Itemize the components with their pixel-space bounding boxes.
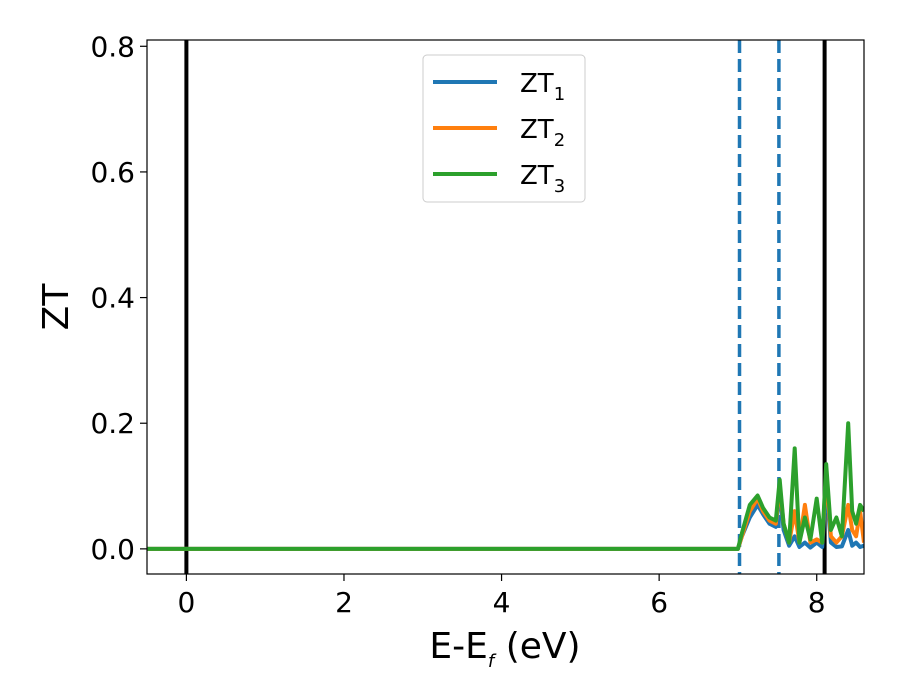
series-line-2 (147, 471, 864, 551)
y-tick-label: 0.2 (90, 407, 135, 440)
series-lines (147, 421, 864, 551)
legend-label-3: ZT3 (520, 161, 565, 197)
y-axis-ticks: 0.0 0.2 0.4 0.6 0.8 (90, 30, 147, 566)
series-line-3 (147, 421, 864, 551)
x-tick-label: 6 (650, 586, 668, 619)
plot-frame (146, 39, 865, 575)
x-tick-label: 8 (808, 586, 826, 619)
y-tick-label: 0.0 (90, 533, 135, 566)
x-tick-label: 4 (493, 586, 511, 619)
x-tick-label: 2 (335, 586, 353, 619)
series-line-1 (147, 484, 864, 551)
y-tick-label: 0.8 (90, 30, 135, 63)
x-axis-ticks: 0 2 4 6 8 (177, 574, 826, 619)
legend-frame (422, 54, 586, 203)
legend-label-1: ZT1 (520, 69, 565, 105)
y-axis-label: ZT (36, 283, 77, 331)
x-tick-label: 0 (177, 586, 195, 619)
legend: ZT1 ZT2 ZT3 (422, 54, 586, 203)
x-axis-label: E-Ef (eV) (429, 626, 580, 672)
y-tick-label: 0.4 (90, 282, 135, 315)
legend-label-2: ZT2 (520, 115, 565, 151)
y-tick-label: 0.6 (90, 156, 135, 189)
